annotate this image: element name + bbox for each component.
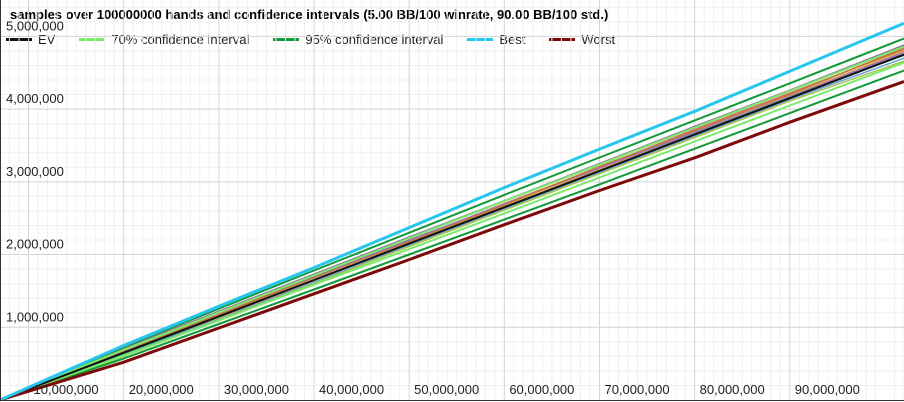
y-tick-label: 2,000,000: [6, 237, 64, 252]
x-tick-label: 80,000,000: [700, 382, 765, 397]
series-line-95-confidence-interval: [0, 69, 904, 401]
legend-swatch: [79, 37, 106, 41]
series-line-95-confidence-interval: [0, 37, 904, 401]
y-tick-label: 4,000,000: [6, 91, 64, 106]
series-line-best: [0, 21, 904, 402]
legend-item: Best: [467, 32, 525, 47]
sample-line: [0, 47, 904, 401]
x-tick-label: 60,000,000: [509, 382, 574, 397]
series-line-worst: [0, 80, 904, 402]
legend-swatch: [467, 37, 494, 41]
y-tick-label: 1,000,000: [6, 309, 64, 324]
x-tick-label: 70,000,000: [604, 382, 669, 397]
legend-swatch: [549, 37, 576, 41]
series-line-70-confidence-interval: [0, 45, 904, 401]
x-tick-label: 10,000,000: [34, 382, 99, 397]
legend-label: Best: [499, 31, 526, 47]
series-line-70-confidence-interval: [0, 61, 904, 401]
y-tick-label: 3,000,000: [6, 164, 64, 179]
x-tick-label: 90,000,000: [795, 382, 860, 397]
chart-title: samples over 100000000 hands and confide…: [10, 7, 609, 22]
x-tick-label: 40,000,000: [319, 382, 384, 397]
y-tick-label: 5,000,000: [6, 18, 64, 33]
legend-swatch: [273, 37, 300, 41]
x-tick-label: 50,000,000: [414, 382, 479, 397]
x-tick-label: 30,000,000: [224, 382, 289, 397]
series-line-ev: [0, 53, 904, 401]
x-tick-label: 20,000,000: [129, 382, 194, 397]
legend-label: EV: [38, 31, 56, 47]
